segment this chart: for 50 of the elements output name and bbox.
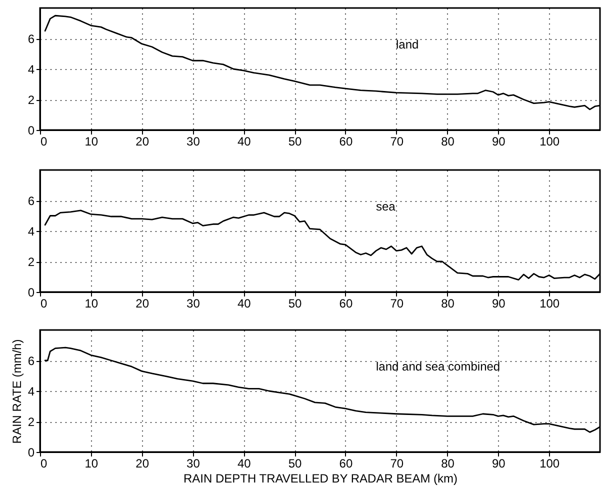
y-tick-label: 2 xyxy=(28,415,35,429)
y-tick-label: 4 xyxy=(28,62,35,76)
y-tick-label: 2 xyxy=(28,255,35,269)
x-tick-label: 70 xyxy=(390,296,404,310)
y-tick-label: 4 xyxy=(28,384,35,398)
x-tick-label: 10 xyxy=(84,296,98,310)
y-tick-label: 6 xyxy=(28,194,35,208)
x-tick-label: 20 xyxy=(136,456,150,470)
x-axis-title: RAIN DEPTH TRAVELLED BY RADAR BEAM (km) xyxy=(183,472,458,486)
x-tick-label: 90 xyxy=(492,134,506,148)
x-tick-label: 70 xyxy=(390,134,404,148)
x-tick-label: 60 xyxy=(339,296,353,310)
x-tick-label: 50 xyxy=(288,134,302,148)
x-tick-label: 20 xyxy=(136,296,150,310)
x-tick-label: 10 xyxy=(84,456,98,470)
x-tick-label: 50 xyxy=(288,456,302,470)
annotation: land and sea combined xyxy=(376,360,500,374)
x-tick-label: 60 xyxy=(339,456,353,470)
x-tick-label: 100 xyxy=(540,456,560,470)
x-tick-label: 90 xyxy=(492,456,506,470)
annotation: sea xyxy=(376,200,396,214)
x-tick-label: 40 xyxy=(237,134,252,148)
x-tick-label: 80 xyxy=(441,296,455,310)
x-tick-label: 10 xyxy=(84,134,98,148)
y-tick-label: 2 xyxy=(28,93,35,107)
x-tick-label: 0 xyxy=(40,456,48,470)
x-tick-label: 60 xyxy=(339,134,353,148)
x-tick-label: 0 xyxy=(40,134,48,148)
x-tick-label: 20 xyxy=(136,134,150,148)
x-tick-label: 30 xyxy=(186,456,200,470)
x-tick-label: 50 xyxy=(288,296,302,310)
y-tick-label: 4 xyxy=(28,224,35,238)
x-tick-label: 40 xyxy=(237,296,252,310)
x-tick-label: 30 xyxy=(186,134,200,148)
annotation: land xyxy=(396,38,419,52)
x-tick-label: 90 xyxy=(492,296,506,310)
y-tick-label: 0 xyxy=(28,286,35,300)
y-tick-label: 0 xyxy=(28,446,35,460)
x-tick-label: 100 xyxy=(540,296,560,310)
x-tick-label: 40 xyxy=(237,456,252,470)
x-tick-label: 100 xyxy=(540,134,560,148)
y-axis-title: RAIN RATE (mm/h) xyxy=(10,339,24,444)
y-tick-label: 6 xyxy=(28,354,35,368)
x-tick-label: 0 xyxy=(40,296,48,310)
x-tick-label: 80 xyxy=(441,134,455,148)
x-tick-label: 30 xyxy=(186,296,200,310)
y-tick-label: 6 xyxy=(28,32,35,46)
y-tick-label: 0 xyxy=(28,124,35,138)
x-tick-label: 70 xyxy=(390,456,404,470)
x-tick-label: 80 xyxy=(441,456,455,470)
